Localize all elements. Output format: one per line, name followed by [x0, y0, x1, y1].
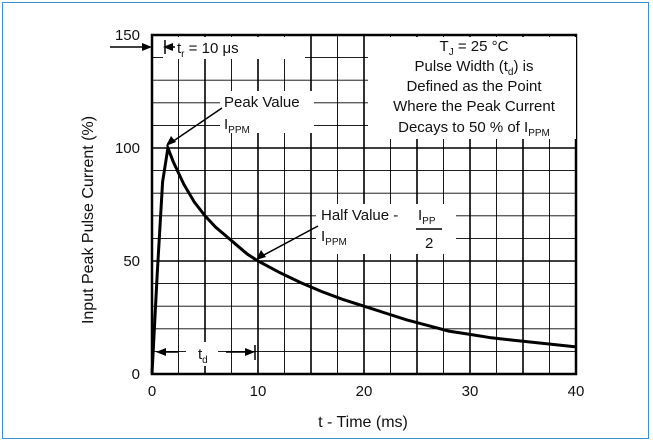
peak-ippm-label: IPPM [224, 116, 250, 136]
arrow-head [256, 250, 266, 260]
arrow-head [245, 348, 255, 356]
y-tick-label: 100 [115, 140, 140, 157]
series-line [150, 142, 577, 375]
annotation-background [220, 91, 314, 133]
x-tick-label: 10 [250, 383, 267, 400]
half-value-label: Half Value - [321, 207, 398, 224]
peak-value-label: Peak Value [224, 94, 300, 111]
x-tick-label: 20 [356, 383, 373, 400]
y-tick-label: 150 [115, 27, 140, 44]
x-tick-label: 0 [148, 383, 156, 400]
rise-time-label: tr = 10 μs [177, 40, 239, 60]
arrow-head [156, 348, 166, 356]
conditions-line-3: Defined as the Point [406, 78, 542, 95]
annotation-background [186, 342, 218, 366]
annotation-background [163, 37, 305, 59]
plot-border [150, 33, 578, 376]
y-tick-label: 50 [123, 253, 140, 270]
conditions-line-1: TJ = 25 °C [440, 38, 509, 58]
annotation-line [261, 225, 319, 257]
half-ippm-label: IPPM [321, 228, 347, 248]
arrow-head [166, 136, 176, 146]
tick-labels: 0 10 20 30 40 0 50 100 150 [115, 27, 584, 400]
x-tick-label: 40 [568, 383, 585, 400]
td-label: td [198, 346, 208, 366]
y-axis-label: Input Peak Pulse Current (%) [80, 116, 97, 324]
annotation-line [171, 107, 223, 143]
conditions-line-2: Pulse Width (td) is [415, 58, 534, 78]
annotation-arrows [110, 40, 442, 360]
fraction-numerator: IPP [418, 207, 436, 227]
conditions-line-4: Where the Peak Current [393, 98, 556, 115]
arrow-head [163, 43, 173, 51]
fraction-denominator: 2 [425, 235, 433, 252]
x-tick-label: 30 [462, 383, 479, 400]
annotation-background [368, 37, 576, 139]
annotation-backgrounds [163, 37, 576, 366]
x-axis-label: t - Time (ms) [318, 414, 408, 431]
y-tick-label: 0 [132, 366, 140, 383]
conditions-line-5: Decays to 50 % of IPPM [398, 119, 550, 139]
arrow-head [142, 43, 152, 51]
